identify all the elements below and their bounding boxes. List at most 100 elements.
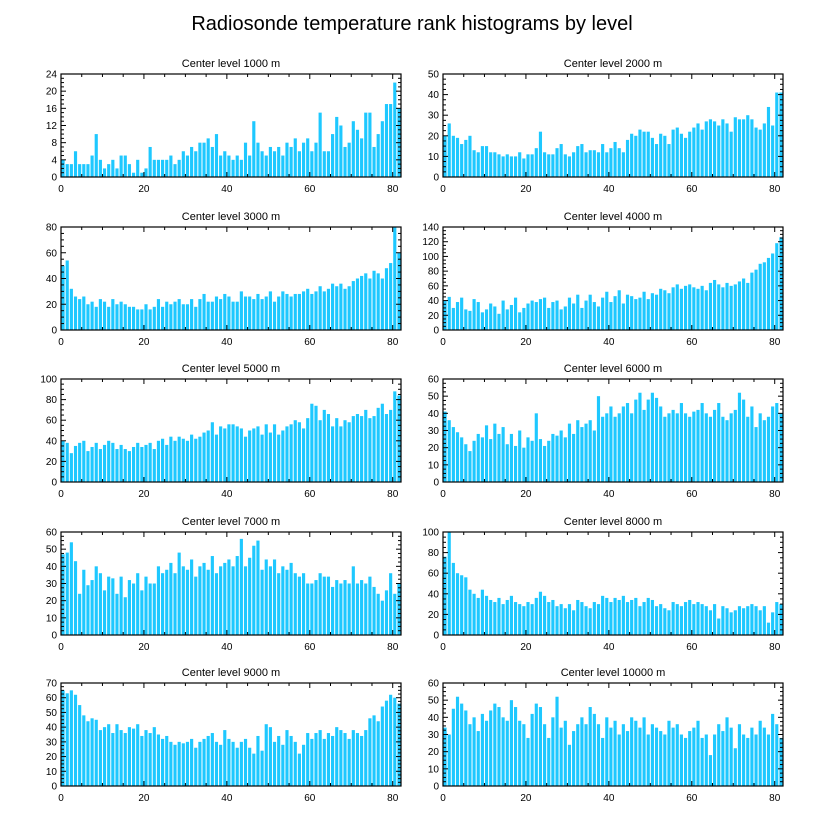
bar	[248, 747, 252, 786]
panel-title: Center level 5000 m	[182, 363, 280, 375]
bar	[742, 608, 746, 635]
bar	[169, 741, 173, 786]
bar	[613, 720, 617, 786]
y-tick-label: 40	[428, 296, 440, 307]
bar	[638, 606, 642, 635]
bar	[501, 156, 505, 177]
bar	[617, 148, 621, 177]
bar	[771, 125, 775, 177]
bar	[111, 159, 115, 177]
bar	[621, 152, 625, 177]
bar	[69, 542, 73, 635]
bar	[696, 602, 700, 635]
bar	[762, 123, 766, 177]
bar	[497, 707, 501, 786]
bar	[393, 82, 397, 177]
bar	[464, 710, 468, 786]
x-tick-label: 60	[304, 337, 316, 348]
bar	[642, 291, 646, 330]
bar	[758, 720, 762, 786]
bar	[181, 566, 185, 635]
bar	[547, 154, 551, 177]
bar	[654, 397, 659, 482]
bar	[733, 284, 737, 330]
x-tick-label: 0	[440, 337, 446, 348]
bar	[729, 131, 733, 177]
bar	[576, 420, 580, 482]
panel-title: Center level 8000 m	[564, 516, 662, 528]
bar	[505, 444, 509, 482]
panel-title: Center level 6000 m	[564, 363, 662, 375]
bar	[214, 296, 219, 330]
x-tick-label: 60	[304, 489, 316, 500]
bar	[115, 724, 119, 786]
bar	[219, 299, 223, 330]
bar	[596, 604, 601, 635]
bar	[754, 269, 758, 330]
panel-2: Center level 2000 m 0 20 40 60 80 0 10 20 30 40 50	[428, 58, 784, 195]
bar	[206, 735, 210, 786]
bar	[489, 439, 493, 482]
bar	[538, 439, 543, 482]
bar	[127, 306, 131, 330]
x-tick-label: 0	[440, 793, 446, 804]
bar	[625, 294, 630, 330]
bar	[509, 595, 513, 635]
bar	[364, 273, 368, 330]
panel-title: Center level 4000 m	[564, 211, 662, 223]
figure-title: Radiosonde temperature rank histograms b…	[191, 13, 632, 35]
bar	[351, 281, 355, 330]
bar	[646, 399, 650, 482]
bar	[505, 599, 509, 635]
bar	[704, 606, 708, 635]
bar	[227, 559, 231, 635]
bar	[762, 727, 766, 786]
bar	[771, 612, 775, 635]
bar	[256, 293, 260, 330]
y-tick-label: 10	[46, 767, 58, 778]
bar	[343, 288, 347, 330]
bar	[285, 142, 289, 177]
bar	[717, 284, 721, 330]
x-tick-label: 80	[769, 337, 781, 348]
x-tick-label: 20	[520, 793, 532, 804]
bar	[322, 151, 326, 177]
bar	[472, 593, 476, 635]
bar	[347, 583, 351, 635]
bar	[165, 301, 169, 330]
bar	[559, 144, 563, 177]
bar	[659, 288, 663, 330]
bar	[451, 427, 455, 482]
bar	[285, 569, 289, 635]
bar	[447, 420, 451, 482]
bar	[69, 164, 73, 178]
bar	[484, 595, 489, 635]
bar	[563, 720, 567, 786]
bar	[572, 303, 576, 330]
bar	[559, 309, 563, 330]
bar	[688, 416, 692, 482]
bar	[339, 730, 343, 786]
bar	[314, 405, 318, 482]
bar	[609, 406, 613, 482]
bar	[779, 237, 783, 330]
bar	[78, 442, 82, 482]
bar	[472, 299, 476, 330]
bar	[82, 569, 86, 635]
bar	[140, 309, 144, 330]
bar	[742, 399, 746, 482]
x-tick-label: 60	[686, 337, 698, 348]
bar	[293, 293, 297, 330]
bar	[219, 566, 223, 635]
bar	[140, 172, 144, 177]
bar	[364, 583, 368, 635]
bar	[185, 569, 190, 635]
bar	[131, 306, 136, 330]
y-tick-label: 30	[428, 730, 440, 741]
bar	[264, 724, 268, 786]
y-tick-label: 40	[46, 723, 58, 734]
bar	[717, 125, 721, 177]
bar	[243, 436, 248, 482]
bar	[206, 301, 210, 330]
bar	[630, 133, 634, 177]
